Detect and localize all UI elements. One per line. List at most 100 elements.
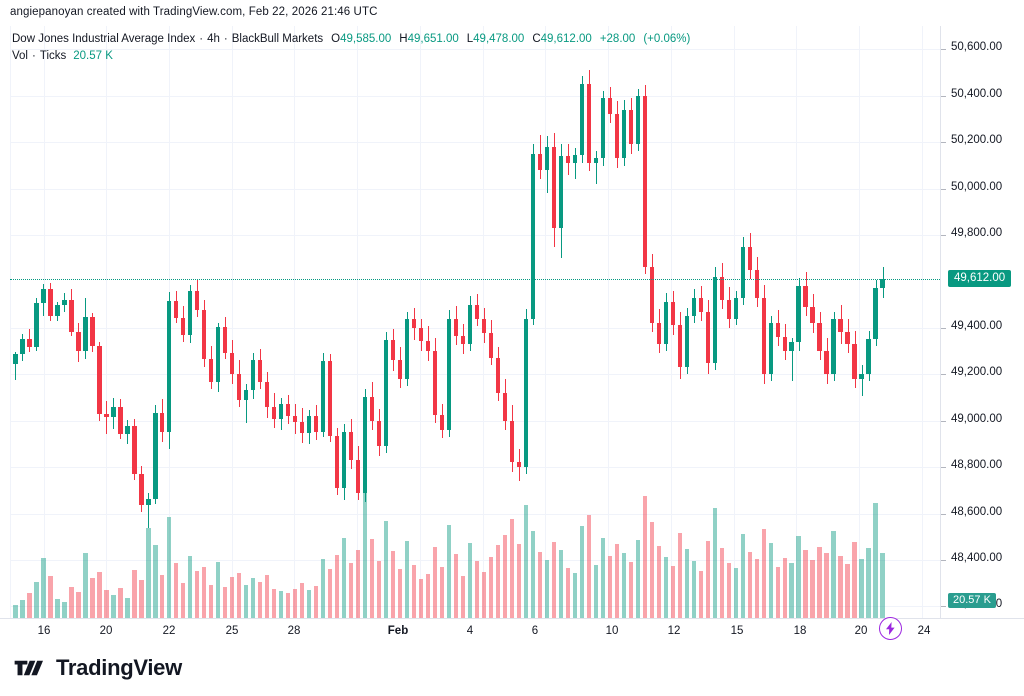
candle-body — [404, 318, 410, 379]
volume-bar — [845, 564, 850, 618]
volume-bar — [852, 541, 857, 618]
volume-bar — [838, 556, 843, 618]
time-tick-label: 16 — [37, 625, 51, 637]
time-tick-label: 22 — [162, 625, 176, 637]
volume-bar — [747, 551, 752, 618]
volume-bar — [453, 554, 459, 618]
time-tick-label: 25 — [225, 625, 239, 637]
candle-body — [796, 286, 801, 342]
tradingview-logo[interactable]: TradingView — [14, 655, 182, 681]
candle-body — [866, 339, 871, 375]
candle-body — [824, 351, 829, 375]
legend-volume-value: 20.57 K — [73, 50, 113, 62]
price-tick-label: 50,000.00 — [951, 180, 1003, 193]
candle-body — [705, 311, 710, 363]
volume-bar — [348, 563, 354, 618]
time-tick-label: 20 — [854, 625, 868, 637]
volume-bar — [146, 527, 151, 618]
vertical-gridline — [106, 26, 107, 618]
price-tick-label: 48,800.00 — [951, 459, 1003, 472]
candle-body — [390, 340, 396, 361]
volume-bar — [376, 560, 382, 618]
candle-body — [656, 323, 661, 345]
vertical-gridline — [922, 26, 923, 618]
candle-body — [670, 302, 675, 326]
candle-body — [551, 146, 557, 228]
candle-body — [600, 97, 606, 159]
tradingview-wordmark: TradingView — [56, 655, 182, 680]
volume-bar — [572, 572, 578, 618]
candle-body — [327, 361, 333, 437]
price-tick-label: 50,600.00 — [951, 41, 1003, 54]
volume-bar — [279, 591, 284, 618]
candle-body — [628, 109, 633, 145]
legend-close: C49,612.00 — [532, 32, 591, 47]
candle-body — [383, 340, 389, 447]
price-tick-label: 49,800.00 — [951, 226, 1003, 239]
candle-body — [677, 325, 682, 368]
price-axis[interactable]: 50,600.00 50,400.00 50,200.00 50,000.00 49,8… — [940, 26, 1024, 618]
volume-bar — [216, 561, 221, 618]
candle-body — [97, 346, 102, 415]
candle-body — [355, 460, 361, 493]
volume-bar — [132, 569, 137, 618]
volume-bar — [684, 548, 689, 618]
candle-body — [544, 146, 550, 170]
candle-body — [719, 276, 724, 300]
volume-bar — [796, 535, 801, 618]
vertical-gridline — [232, 26, 233, 618]
candle-body — [195, 290, 200, 311]
horizontal-gridline — [10, 142, 940, 144]
volume-bar — [258, 581, 263, 618]
legend-main-row: Dow Jones Industrial Average Index · 4h … — [12, 32, 690, 47]
volume-bar — [265, 574, 270, 618]
candle-body — [565, 156, 571, 163]
time-axis[interactable]: 16 20 22 25 28 Feb 4 6 10 12 15 18 20 24 — [0, 618, 1024, 645]
volume-bar — [300, 583, 305, 618]
volume-bar — [768, 542, 773, 618]
volume-bar — [167, 517, 172, 618]
volume-bar — [565, 567, 571, 618]
volume-value-badge: 20.57 K — [948, 593, 996, 608]
legend-high: H49,651.00 — [399, 32, 458, 47]
candle-body — [530, 153, 536, 319]
volume-bar — [600, 538, 606, 618]
volume-bar — [488, 557, 494, 618]
candle-body — [852, 344, 857, 379]
volume-bar — [810, 559, 815, 618]
volume-bar — [817, 547, 822, 618]
candle-body — [642, 95, 647, 268]
volume-bar — [160, 575, 165, 618]
volume-bar — [761, 528, 766, 618]
candle-body — [41, 289, 46, 303]
candle-body — [558, 156, 564, 228]
time-tick-label: 6 — [531, 625, 539, 637]
candle-body — [523, 318, 529, 468]
horizontal-gridline — [10, 513, 940, 515]
candle-body — [76, 331, 81, 351]
candle-body — [873, 288, 878, 340]
legend-volume-title[interactable]: Vol — [12, 50, 28, 62]
legend-interval[interactable]: 4h — [207, 33, 220, 45]
legend-symbol[interactable]: Dow Jones Industrial Average Index — [12, 33, 196, 45]
volume-bar — [293, 588, 298, 618]
candle-body — [586, 84, 592, 163]
volume-bar — [551, 541, 557, 618]
candle-body — [272, 407, 277, 419]
price-tick-label: 50,400.00 — [951, 87, 1003, 100]
candle-wick — [792, 338, 793, 382]
candle-wick — [575, 147, 576, 180]
volume-bar — [341, 537, 347, 618]
candle-body — [460, 335, 466, 345]
chart-frame: Dow Jones Industrial Average Index · 4h … — [0, 26, 1024, 645]
candle-body — [488, 333, 494, 358]
candle-body — [160, 413, 165, 432]
volume-bar — [181, 583, 186, 618]
lightning-icon[interactable] — [879, 617, 902, 640]
volume-bar — [327, 568, 333, 618]
volume-bar — [209, 585, 214, 618]
candle-body — [754, 269, 759, 298]
volume-bar — [537, 552, 543, 618]
plot-area[interactable] — [10, 26, 940, 618]
volume-bar — [320, 559, 326, 618]
